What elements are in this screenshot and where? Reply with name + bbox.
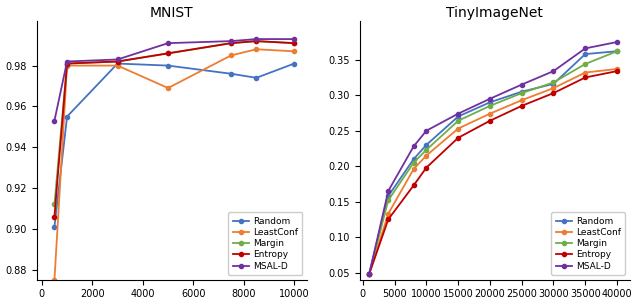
Margin [518,91,525,95]
Random [486,100,494,104]
Margin [385,199,392,202]
Entropy [550,91,557,95]
Random [164,64,172,67]
Margin [454,119,462,123]
Margin [51,203,58,206]
Random [114,62,122,65]
LeastConf [291,49,298,53]
MSAL-D [454,112,462,116]
Margin [410,161,417,164]
Margin [63,62,71,65]
Line: Random: Random [52,62,296,229]
Random [291,62,298,65]
Random [410,157,417,161]
LeastConf [51,278,58,282]
Entropy [581,76,589,79]
Random [613,49,621,53]
LeastConf [164,86,172,90]
MSAL-D [164,41,172,45]
Random [51,225,58,228]
Entropy [164,52,172,55]
LeastConf [518,99,525,102]
Title: TinyImageNet: TinyImageNet [446,5,543,20]
MSAL-D [385,189,392,193]
Entropy [410,184,417,187]
Margin [422,148,430,152]
Line: Entropy: Entropy [52,39,296,219]
Line: MSAL-D: MSAL-D [52,37,296,123]
MSAL-D [365,272,373,276]
Line: MSAL-D: MSAL-D [367,40,619,276]
Random [365,272,373,276]
Title: MNIST: MNIST [150,5,194,20]
LeastConf [63,64,71,67]
Margin [581,62,589,66]
Margin [365,272,373,276]
LeastConf [454,127,462,131]
MSAL-D [291,37,298,41]
Entropy [63,62,71,65]
Random [581,52,589,56]
Random [422,143,430,147]
LeastConf [486,112,494,116]
Entropy [51,215,58,218]
Random [454,115,462,118]
MSAL-D [114,58,122,61]
LeastConf [550,86,557,90]
MSAL-D [550,69,557,73]
Margin [613,49,621,53]
Margin [227,41,235,45]
Line: Margin: Margin [367,49,619,276]
LeastConf [365,272,373,276]
MSAL-D [613,40,621,44]
MSAL-D [422,129,430,133]
Random [550,82,557,86]
Random [63,115,71,118]
LeastConf [613,67,621,71]
Random [518,90,525,94]
Margin [550,81,557,84]
Margin [253,39,260,43]
Entropy [422,166,430,170]
Entropy [613,69,621,73]
Entropy [486,119,494,123]
MSAL-D [486,97,494,101]
Line: Entropy: Entropy [367,69,619,276]
Entropy [385,217,392,221]
LeastConf [385,212,392,216]
Legend: Random, LeastConf, Margin, Entropy, MSAL-D: Random, LeastConf, Margin, Entropy, MSAL… [228,212,302,275]
LeastConf [410,167,417,171]
Line: Margin: Margin [52,39,296,206]
LeastConf [422,154,430,157]
Random [227,72,235,76]
MSAL-D [253,37,260,41]
MSAL-D [410,145,417,148]
Random [385,194,392,198]
Entropy [291,41,298,45]
Legend: Random, LeastConf, Margin, Entropy, MSAL-D: Random, LeastConf, Margin, Entropy, MSAL… [551,212,625,275]
Entropy [454,136,462,140]
Random [253,76,260,80]
Margin [291,41,298,45]
Entropy [365,272,373,276]
Margin [486,104,494,108]
Entropy [227,41,235,45]
LeastConf [114,64,122,67]
Line: LeastConf: LeastConf [367,67,619,276]
MSAL-D [63,60,71,63]
Entropy [518,104,525,108]
Entropy [253,39,260,43]
Line: Random: Random [367,49,619,276]
Margin [114,60,122,63]
Line: LeastConf: LeastConf [52,47,296,282]
LeastConf [253,48,260,51]
MSAL-D [518,83,525,86]
Entropy [114,60,122,63]
MSAL-D [51,119,58,123]
LeastConf [581,71,589,74]
MSAL-D [581,47,589,50]
LeastConf [227,54,235,57]
MSAL-D [227,39,235,43]
Margin [164,52,172,55]
